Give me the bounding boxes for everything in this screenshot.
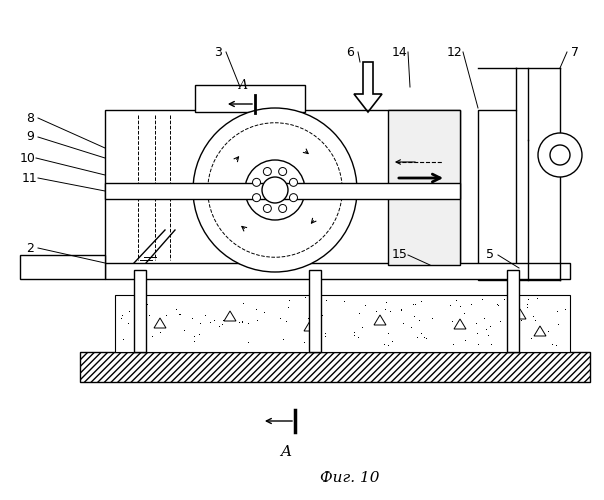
Bar	[115, 295, 570, 352]
Circle shape	[278, 168, 287, 175]
Text: 6: 6	[346, 46, 354, 59]
Bar	[507, 270, 519, 352]
Bar	[105, 110, 460, 265]
Text: 10: 10	[20, 152, 36, 164]
Circle shape	[245, 160, 305, 220]
Circle shape	[550, 145, 570, 165]
Text: 11: 11	[22, 172, 38, 184]
Text: Фиг. 10: Фиг. 10	[320, 471, 380, 485]
Text: 15: 15	[392, 248, 408, 262]
Bar	[105, 263, 570, 279]
Bar	[478, 110, 516, 280]
Circle shape	[262, 177, 288, 203]
Text: 5: 5	[486, 248, 494, 262]
Circle shape	[278, 204, 287, 212]
Bar	[105, 183, 460, 199]
Text: 12: 12	[447, 46, 463, 59]
Circle shape	[289, 178, 298, 186]
Circle shape	[263, 204, 271, 212]
Text: A: A	[280, 445, 292, 459]
Circle shape	[263, 168, 271, 175]
Bar	[388, 110, 460, 265]
Text: 8: 8	[26, 112, 34, 124]
Bar	[134, 270, 146, 352]
Text: 14: 14	[392, 46, 408, 59]
Bar	[309, 270, 321, 352]
Text: 3: 3	[214, 46, 222, 59]
Text: 9: 9	[26, 130, 34, 143]
Bar	[80, 352, 590, 382]
Circle shape	[252, 178, 260, 186]
Bar	[195, 85, 305, 112]
Text: A: A	[239, 79, 248, 92]
Text: 2: 2	[26, 242, 34, 254]
Text: 7: 7	[571, 46, 579, 59]
Bar	[20, 255, 105, 279]
Circle shape	[538, 133, 582, 177]
Circle shape	[289, 194, 298, 202]
Circle shape	[252, 194, 260, 202]
Circle shape	[193, 108, 357, 272]
